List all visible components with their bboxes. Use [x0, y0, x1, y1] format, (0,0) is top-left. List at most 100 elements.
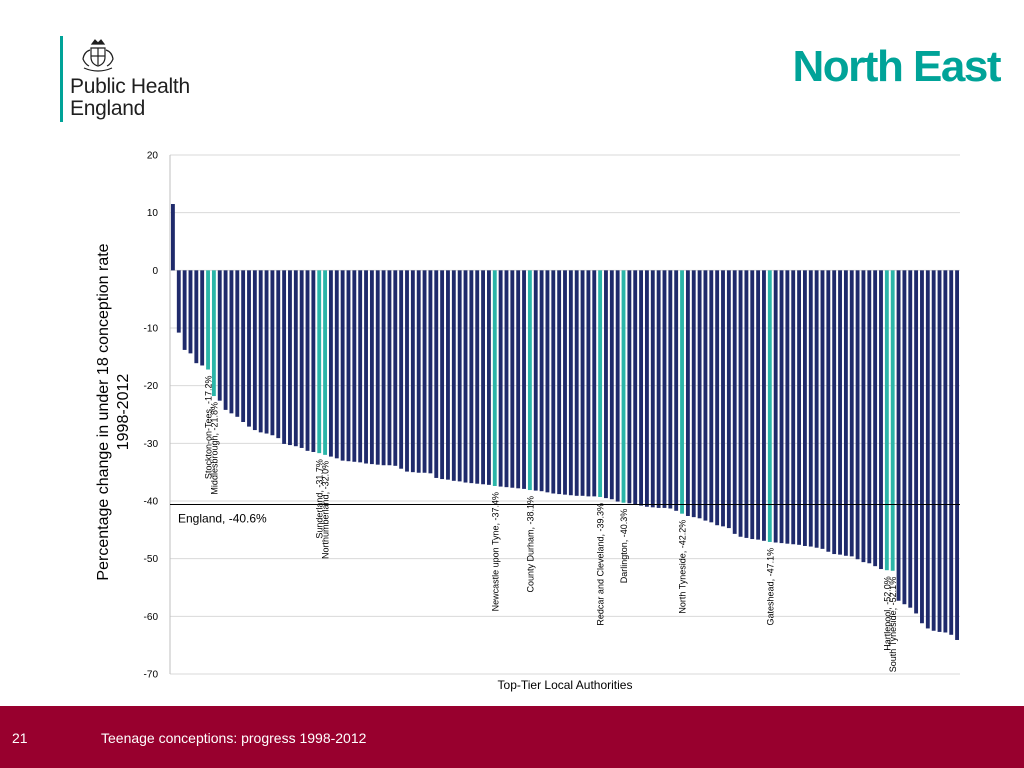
bar [826, 270, 831, 552]
bar [358, 270, 363, 463]
bar [422, 270, 427, 473]
bar [592, 270, 597, 497]
y-axis-label-line2: 1998-2012 [115, 374, 132, 451]
bar [668, 270, 673, 509]
bar-highlight [527, 270, 532, 491]
bar [440, 270, 445, 480]
bar [568, 270, 573, 496]
bar [802, 270, 807, 546]
logo-rule [60, 36, 63, 122]
bar [223, 270, 228, 410]
bar [925, 270, 930, 629]
bar [604, 270, 608, 499]
y-tick-label: -20 [144, 381, 159, 392]
bar [838, 270, 842, 555]
bar [808, 270, 813, 547]
bar [522, 270, 526, 489]
bar [656, 270, 661, 508]
bar [463, 270, 468, 483]
bar [235, 270, 240, 417]
brand-line1: Public Health [70, 75, 190, 98]
highlight-data-label: North Tyneside, -42.2% [678, 520, 688, 614]
bar [639, 270, 643, 506]
bar [481, 270, 485, 485]
bar [276, 270, 281, 439]
bar [867, 270, 872, 564]
bar [364, 270, 368, 464]
bar [820, 270, 825, 549]
bar [709, 270, 714, 523]
bar [247, 270, 251, 427]
highlight-data-label: Redcar and Cleveland, -39.3% [596, 503, 606, 626]
bar [674, 270, 679, 511]
bar [908, 270, 913, 608]
tick-layer: 20 10 0 -10 -20 -30 -40 -50 -60 -70 [144, 151, 159, 681]
bar [282, 270, 287, 444]
bar-highlight [211, 270, 216, 397]
y-tick-label: -60 [144, 612, 159, 623]
y-axis-label-line1: Percentage change in under 18 conception… [95, 243, 112, 580]
highlight-data-label: Newcastle upon Tyne, -37.4% [490, 492, 500, 611]
bar [586, 270, 591, 497]
bar [937, 270, 942, 632]
slide-title: North East [792, 42, 1002, 91]
bar [451, 270, 456, 481]
bar [369, 270, 374, 465]
x-axis-label: Top-Tier Local Authorities [498, 678, 633, 692]
bar [615, 270, 620, 502]
highlight-data-label: Stockton-on-Tees, -17.2% [204, 376, 214, 480]
y-tick-label: 0 [152, 266, 158, 277]
highlight-data-label: County Durham, -38.1% [525, 496, 535, 593]
bar [797, 270, 801, 545]
bar [328, 270, 333, 457]
bar [779, 270, 784, 544]
bar [434, 270, 439, 478]
bar [200, 270, 205, 366]
bar [410, 270, 415, 473]
bar [721, 270, 725, 527]
bar [293, 270, 298, 447]
bar [715, 270, 720, 526]
bar [381, 270, 386, 466]
brand-line2: England [70, 97, 145, 120]
bar [241, 270, 246, 422]
bar [574, 270, 579, 496]
bar [557, 270, 562, 495]
bar-highlight [598, 270, 603, 497]
bar [832, 270, 837, 555]
y-tick-label: -40 [144, 497, 159, 508]
footer-title: Teenage conceptions: progress 1998-2012 [101, 730, 367, 746]
bar [288, 270, 292, 446]
bar [791, 270, 796, 545]
bar [399, 270, 404, 469]
y-tick-label: 20 [147, 151, 159, 162]
bar-highlight [492, 270, 497, 486]
bar [340, 270, 345, 461]
bar [685, 270, 690, 516]
y-tick-label: 10 [147, 208, 159, 219]
bar [843, 270, 848, 556]
bar [299, 270, 304, 448]
bar [920, 270, 924, 624]
bar [633, 270, 638, 505]
bar [738, 270, 743, 537]
bar [662, 270, 667, 508]
bar [504, 270, 509, 488]
bar [258, 270, 263, 433]
y-tick-label: -50 [144, 554, 159, 565]
bar [416, 270, 421, 473]
bar [387, 270, 392, 466]
bar [644, 270, 649, 507]
bar [750, 270, 755, 540]
bar [170, 204, 175, 271]
bar [176, 270, 181, 333]
bar [762, 270, 766, 541]
highlight-data-label: Hartlepool, -52.0% [882, 576, 892, 651]
bar [252, 270, 257, 431]
bar [352, 270, 357, 462]
bar [691, 270, 696, 518]
bar-chart: 20 10 0 -10 -20 -30 -40 -50 -60 -70 England, -40.… [95, 151, 960, 692]
y-tick-label: -70 [144, 670, 159, 681]
bar [943, 270, 948, 633]
bar [697, 270, 702, 519]
